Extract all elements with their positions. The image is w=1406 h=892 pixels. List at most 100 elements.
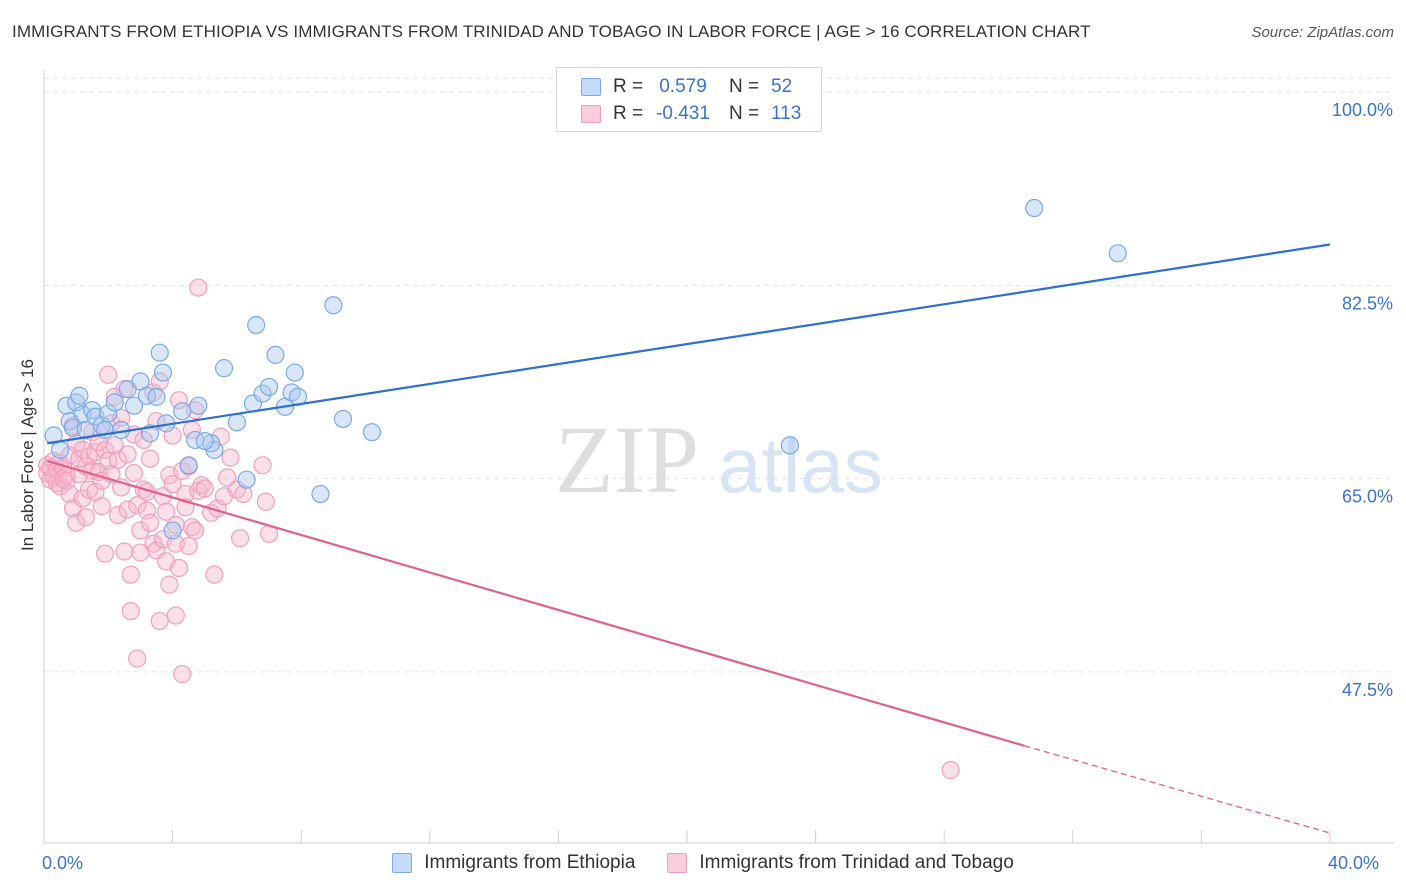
legend-r-label: R = xyxy=(613,103,644,124)
trinidad-point-65 xyxy=(140,513,160,532)
x-tick-label-max: 40.0% xyxy=(1328,853,1380,873)
trinidad-point-82 xyxy=(169,558,189,578)
trinidad-point-99 xyxy=(205,565,224,584)
trinidad-point-85 xyxy=(173,664,192,684)
trinidad-point-108 xyxy=(253,456,272,475)
watermark-zip: ZIP xyxy=(555,406,699,513)
ethiopia-point-14 xyxy=(105,393,124,412)
trinidad-point-104 xyxy=(221,448,240,467)
trinidad-trend-line xyxy=(46,459,1025,747)
trinidad-point-74 xyxy=(157,502,176,521)
legend-n-value-ethiopia: 52 xyxy=(771,76,793,97)
ethiopia-point-31 xyxy=(214,359,234,378)
trinidad-point-90 xyxy=(182,518,201,537)
ethiopia-point-35 xyxy=(247,315,266,335)
grid xyxy=(44,77,1394,673)
series-legend: Immigrants from Ethiopia Immigrants from… xyxy=(0,852,1406,874)
watermark-atlas: atlas xyxy=(718,421,883,509)
trinidad-point-58 xyxy=(131,543,150,562)
trinidad-point-50 xyxy=(118,500,137,519)
legend-r-value-trinidad: -0.431 xyxy=(656,103,710,124)
trinidad-point-59 xyxy=(131,521,150,540)
trinidad-point-56 xyxy=(128,495,147,515)
legend-n-label: N = xyxy=(729,76,760,97)
legend-row-ethiopia: R = 0.579 N = 52 xyxy=(581,74,792,100)
ethiopia-point-27 xyxy=(179,456,198,475)
series-legend-ethiopia: Immigrants from Ethiopia xyxy=(392,852,635,874)
source-credit: Source: ZipAtlas.com xyxy=(1251,24,1394,41)
legend-r-value-ethiopia: 0.579 xyxy=(659,76,707,97)
trinidad-point-61 xyxy=(134,430,153,450)
ethiopia-point-32 xyxy=(227,413,246,432)
trinidad-point-96 xyxy=(192,476,211,495)
y-tick-labels: 47.5% 65.0% 82.5% 100.0% xyxy=(1332,100,1393,700)
chart-title: IMMIGRANTS FROM ETHIOPIA VS IMMIGRANTS F… xyxy=(12,22,1091,41)
legend-n-label: N = xyxy=(729,103,760,124)
ethiopia-point-41 xyxy=(285,363,304,382)
trinidad-point-71 xyxy=(150,611,169,631)
trinidad-point-18 xyxy=(67,513,86,532)
trinidad-point-43 xyxy=(105,436,124,455)
trinidad-point-34 xyxy=(92,497,111,516)
ethiopia-point-47 xyxy=(186,430,205,450)
trinidad-point-81 xyxy=(166,606,185,625)
trinidad-point-24 xyxy=(76,508,95,527)
trinidad-point-52 xyxy=(121,565,140,584)
ethiopia-point-48 xyxy=(780,436,799,455)
trinidad-point-51 xyxy=(118,445,137,464)
watermark: ZIP atlas xyxy=(555,406,883,513)
ethiopia-point-49 xyxy=(1025,198,1044,218)
trinidad-point-37 xyxy=(95,544,115,563)
trinidad-point-106 xyxy=(231,529,250,548)
ethiopia-point-17 xyxy=(124,396,144,415)
ethiopia-point-2 xyxy=(57,396,76,415)
ethiopia-point-19 xyxy=(137,386,156,405)
ethiopia-point-13 xyxy=(99,404,118,423)
legend-swatch-trinidad xyxy=(581,105,601,123)
trinidad-point-54 xyxy=(124,463,144,483)
y-tick-label-2: 82.5% xyxy=(1342,293,1393,313)
ethiopia-point-45 xyxy=(333,409,353,429)
trinidad-point-57 xyxy=(128,649,147,668)
ethiopia-point-22 xyxy=(150,343,169,362)
trinidad-point-64 xyxy=(140,449,160,468)
y-tick-label-1: 65.0% xyxy=(1342,487,1393,507)
ethiopia-point-46 xyxy=(362,423,382,442)
ethiopia-point-33 xyxy=(237,470,256,489)
trinidad-point-83 xyxy=(169,391,189,410)
ethiopia-point-51 xyxy=(195,431,214,451)
axes xyxy=(43,70,1394,844)
ethiopia-point-50 xyxy=(1108,244,1127,263)
series-swatch-trinidad xyxy=(667,853,688,873)
series-swatch-ethiopia xyxy=(392,853,413,873)
y-axis-label: In Labor Force | Age > 16 xyxy=(18,358,37,552)
trinidad-point-103 xyxy=(218,468,237,487)
trinidad-point-97 xyxy=(195,479,214,498)
trinidad-trend-line-dashed xyxy=(1024,745,1331,834)
trinidad-point-107 xyxy=(234,484,253,504)
series-name-ethiopia: Immigrants from Ethiopia xyxy=(424,852,636,873)
x-tick-label-min: 0.0% xyxy=(42,853,84,873)
trinidad-point-111 xyxy=(941,761,960,780)
trinidad-point-17 xyxy=(63,499,83,518)
y-tick-label-0: 47.5% xyxy=(1342,680,1393,700)
correlation-legend: R = 0.579 N = 52 R = -0.431 N = 113 xyxy=(556,67,822,132)
ethiopia-point-44 xyxy=(324,296,343,315)
trinidad-point-79 xyxy=(163,475,182,494)
trinidad-point-45 xyxy=(108,450,128,469)
ethiopia-point-1 xyxy=(50,440,70,459)
trinidad-point-38 xyxy=(99,365,118,384)
ethiopia-trend-line xyxy=(47,243,1331,445)
trinidad-point-44 xyxy=(108,505,128,525)
trend-lines xyxy=(46,243,1331,834)
series-legend-trinidad: Immigrants from Trinidad and Tobago xyxy=(667,852,1014,874)
ethiopia-point-37 xyxy=(259,377,279,397)
trinidad-point-53 xyxy=(121,601,140,621)
trinidad-point-109 xyxy=(256,492,275,511)
ethiopia-point-43 xyxy=(311,484,330,504)
ethiopia-point-36 xyxy=(253,384,272,403)
ethiopia-point-28 xyxy=(189,396,208,415)
ethiopia-point-6 xyxy=(70,386,89,405)
trinidad-point-89 xyxy=(179,536,198,556)
